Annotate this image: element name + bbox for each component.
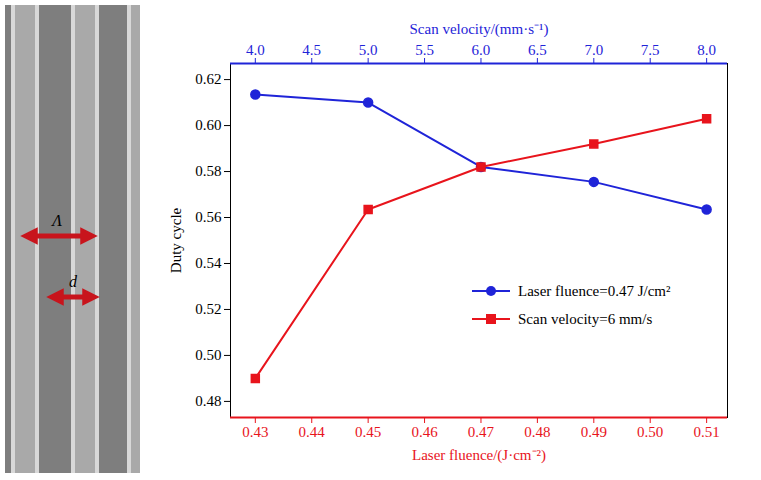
svg-text:7.5: 7.5 xyxy=(641,42,660,58)
svg-text:0.43: 0.43 xyxy=(242,424,268,440)
svg-text:0.62: 0.62 xyxy=(195,71,221,87)
svg-text:0.44: 0.44 xyxy=(299,424,326,440)
svg-text:0.47: 0.47 xyxy=(468,424,495,440)
svg-text:4.0: 4.0 xyxy=(246,42,265,58)
svg-text:Λ: Λ xyxy=(50,212,62,229)
svg-text:0.50: 0.50 xyxy=(195,347,221,363)
svg-text:0.58: 0.58 xyxy=(195,163,221,179)
svg-text:0.60: 0.60 xyxy=(195,117,221,133)
svg-text:d: d xyxy=(69,273,78,290)
svg-text:Duty cycle: Duty cycle xyxy=(168,207,184,273)
html-text:Scan velocity=6 mm/s: Scan velocity=6 mm/s xyxy=(518,311,653,327)
svg-text:8.0: 8.0 xyxy=(697,42,716,58)
svg-text:0.51: 0.51 xyxy=(694,424,720,440)
svg-text:Scan velocity/(mm·s⁻¹): Scan velocity/(mm·s⁻¹) xyxy=(409,21,548,38)
svg-text:0.56: 0.56 xyxy=(195,209,222,225)
svg-text:Laser fluence/(J·cm⁻²): Laser fluence/(J·cm⁻²) xyxy=(412,447,546,464)
svg-text:0.50: 0.50 xyxy=(637,424,663,440)
svg-text:0.52: 0.52 xyxy=(195,301,221,317)
svg-text:5.0: 5.0 xyxy=(359,42,378,58)
svg-text:0.48: 0.48 xyxy=(195,393,221,409)
svg-text:5.5: 5.5 xyxy=(415,42,434,58)
svg-text:0.48: 0.48 xyxy=(524,424,550,440)
svg-text:6.0: 6.0 xyxy=(472,42,491,58)
svg-text:0.46: 0.46 xyxy=(411,424,438,440)
svg-text:6.5: 6.5 xyxy=(528,42,547,58)
svg-text:0.54: 0.54 xyxy=(195,255,222,271)
svg-text:0.45: 0.45 xyxy=(355,424,381,440)
html-text:Laser fluence=0.47 J/cm²: Laser fluence=0.47 J/cm² xyxy=(518,283,671,299)
svg-text:0.49: 0.49 xyxy=(581,424,607,440)
svg-text:7.0: 7.0 xyxy=(584,42,603,58)
svg-text:4.5: 4.5 xyxy=(302,42,321,58)
